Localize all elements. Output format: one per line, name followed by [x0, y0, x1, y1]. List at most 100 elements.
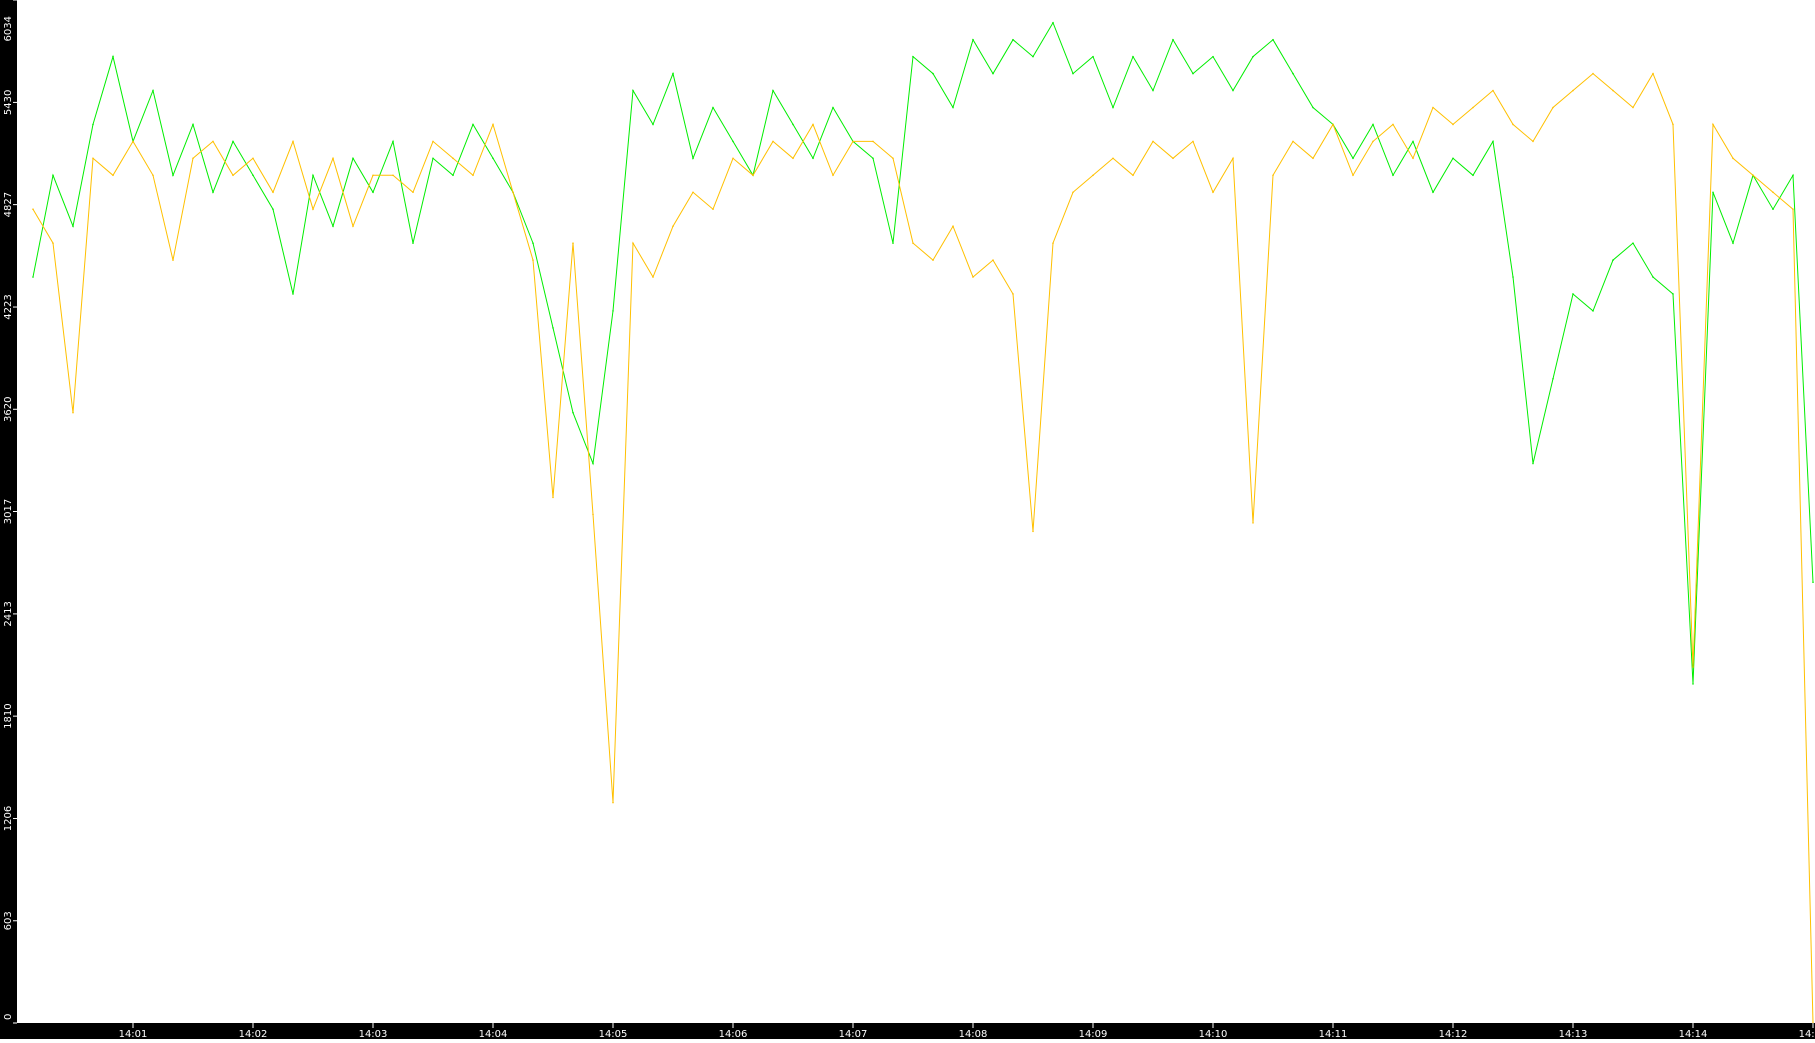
data-point	[892, 242, 894, 244]
data-point	[832, 174, 834, 177]
data-point	[1312, 157, 1314, 160]
data-point	[752, 174, 754, 177]
data-point	[1252, 522, 1254, 524]
y-tick-label: 3017	[3, 499, 14, 524]
data-point	[1752, 174, 1754, 177]
data-point	[392, 174, 394, 177]
data-point	[1452, 157, 1454, 160]
data-point	[972, 38, 974, 41]
x-tick-label: 14:07	[839, 1029, 868, 1039]
data-point	[392, 140, 394, 143]
data-point	[1772, 191, 1774, 194]
data-point	[232, 174, 234, 177]
data-point	[1612, 89, 1614, 92]
x-axis: 14:01 14:02 14:03 14:04 14:05 14:06 14:07 14:08…	[119, 1023, 1815, 1040]
data-point	[1512, 276, 1514, 278]
data-point	[432, 140, 434, 143]
data-point	[1312, 106, 1314, 109]
data-point	[452, 174, 454, 177]
data-point	[1112, 157, 1114, 160]
data-point	[812, 123, 814, 126]
data-point	[492, 123, 494, 126]
data-point	[1032, 530, 1034, 533]
data-point	[1472, 174, 1474, 177]
data-point	[1172, 38, 1174, 41]
data-point	[932, 72, 934, 75]
data-point	[1372, 123, 1374, 126]
x-tick-label: 14:13	[1559, 1029, 1588, 1039]
y-tick-label: 0	[3, 1014, 14, 1020]
data-point	[1692, 683, 1694, 685]
data-point	[1232, 157, 1234, 160]
data-point	[32, 208, 34, 211]
data-point	[732, 157, 734, 160]
data-point	[1532, 140, 1534, 143]
data-point	[1472, 106, 1474, 109]
data-point	[1412, 140, 1414, 143]
data-point	[1052, 21, 1054, 24]
data-point	[72, 225, 74, 227]
data-point	[312, 174, 314, 177]
data-point	[232, 140, 234, 143]
data-point	[1252, 55, 1254, 58]
data-point	[652, 276, 654, 278]
data-point	[312, 208, 314, 211]
data-point	[1612, 259, 1614, 261]
data-point	[1192, 140, 1194, 143]
data-point	[592, 513, 594, 516]
data-point	[1432, 191, 1434, 194]
data-point	[272, 191, 274, 194]
data-point	[92, 157, 94, 160]
data-point	[1692, 666, 1694, 668]
data-point	[292, 140, 294, 143]
data-point	[332, 157, 334, 160]
data-point	[332, 225, 334, 227]
y-tick-label: 2413	[3, 601, 14, 626]
x-tick-label: 14:09	[1079, 1029, 1108, 1039]
data-point	[152, 89, 154, 92]
x-tick-label: 14:02	[239, 1029, 268, 1039]
data-point	[632, 242, 634, 244]
data-point	[1272, 38, 1274, 41]
data-point	[372, 174, 374, 177]
data-point	[1532, 462, 1534, 465]
data-point	[432, 157, 434, 160]
data-point	[792, 123, 794, 126]
data-point	[172, 259, 174, 261]
data-point	[632, 89, 634, 92]
data-point	[1132, 174, 1134, 177]
data-point	[952, 225, 954, 227]
series-line-1	[32, 21, 1814, 684]
plot-area	[17, 0, 1815, 1023]
data-point	[1552, 377, 1554, 380]
y-axis: 0 603 1206 1810 2413 3017 3620 4223 4827 5430 6034	[3, 0, 17, 1024]
data-point	[952, 106, 954, 109]
data-point	[1272, 174, 1274, 177]
x-tick-label: 14:11	[1319, 1029, 1348, 1039]
data-point	[1432, 106, 1434, 109]
data-point	[1292, 72, 1294, 75]
data-point	[692, 191, 694, 194]
data-point	[772, 89, 774, 92]
data-point	[1572, 89, 1574, 92]
y-tick-label: 1206	[3, 806, 14, 831]
data-point	[1492, 89, 1494, 92]
data-point	[1572, 293, 1574, 295]
data-point	[292, 293, 294, 295]
x-tick-label: 14:06	[719, 1029, 748, 1039]
data-point	[1152, 89, 1154, 92]
data-point	[1632, 242, 1634, 244]
data-point	[572, 242, 574, 244]
data-point	[592, 462, 594, 465]
data-point	[1392, 174, 1394, 177]
data-point	[832, 106, 834, 109]
data-point	[732, 140, 734, 143]
data-point	[792, 157, 794, 160]
data-point	[972, 276, 974, 278]
data-point	[612, 310, 614, 312]
series-line-2	[32, 72, 1814, 1024]
data-point	[1232, 89, 1234, 92]
x-tick-label: 14:03	[359, 1029, 388, 1039]
data-point	[1152, 140, 1154, 143]
data-point	[52, 174, 54, 177]
